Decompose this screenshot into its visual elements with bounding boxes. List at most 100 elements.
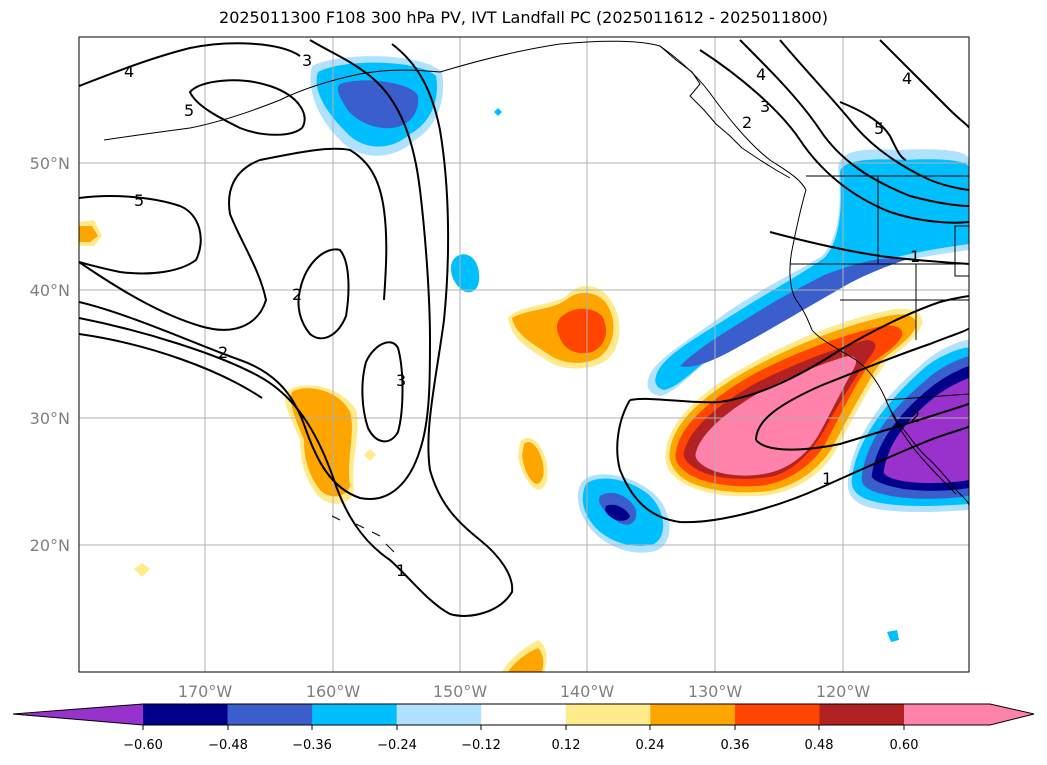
- colorbar-tick-label: −0.12: [461, 738, 501, 753]
- shade-blob-central-inner: [557, 308, 607, 354]
- coast-baja: [885, 399, 957, 495]
- contour-label: 1: [910, 247, 920, 266]
- contour-4-west: [79, 147, 388, 331]
- map-panel: 4 5 3 5 2 2 3 1 4 3 2 5 4 1 1 2: [79, 37, 969, 672]
- lon-axis: 170°W 160°W 150°W 140°W 130°W 120°W: [178, 682, 871, 701]
- contour-1-ar-north: [629, 295, 969, 404]
- shade-se-purple: [883, 378, 969, 483]
- colorbar-cell: [819, 704, 905, 725]
- shade-blob-south-2-core: [508, 648, 544, 672]
- contour-label-layer: 4 5 3 5 2 2 3 1 4 3 2 5 4 1 1 2: [124, 51, 920, 580]
- lat-tick-label: 40°N: [30, 281, 70, 300]
- contour-4-ne: [779, 39, 969, 191]
- lon-tick-label: 140°W: [560, 682, 615, 701]
- colorbar-tick-label: −0.24: [377, 738, 417, 753]
- lat-tick-label: 30°N: [30, 409, 70, 428]
- contour-2-ne: [699, 49, 969, 224]
- coast-alaska-aleutians: [103, 69, 441, 141]
- colorbar-tick-label: 0.36: [721, 738, 750, 753]
- shade-speck-7: [887, 630, 899, 642]
- figure-title: 2025011300 F108 300 hPa PV, IVT Landfall…: [219, 8, 828, 27]
- shade-speck-2: [450, 254, 480, 293]
- contour-5-west: [79, 195, 202, 275]
- lon-tick-label: 130°W: [688, 682, 743, 701]
- colorbar-ticks: [142, 725, 905, 730]
- lon-tick-label: 160°W: [306, 682, 361, 701]
- contour-5-ne: [839, 101, 907, 161]
- colorbar-tick-label: 0.48: [805, 738, 834, 753]
- coast-bc-islands: [659, 45, 791, 179]
- colorbar-cell: [143, 704, 229, 725]
- pv-contours: [79, 39, 969, 617]
- colorbar-cell: [481, 704, 567, 725]
- colorbar-tick-label: 0.12: [552, 738, 581, 753]
- contour-label: 2: [742, 113, 752, 132]
- colorbar-cell: [565, 704, 651, 725]
- contour-label: 2: [292, 285, 302, 304]
- coast-alaska-panhandle: [439, 40, 807, 191]
- lon-tick-label: 170°W: [178, 682, 233, 701]
- contour-label: 5: [184, 101, 194, 120]
- colorbar-cell: [734, 704, 820, 725]
- lat-tick-label: 20°N: [30, 536, 70, 555]
- contour-1-ne: [769, 231, 969, 265]
- contour-2-ar-south: [755, 403, 969, 451]
- colorbar-extend-low: [13, 704, 143, 725]
- contour-3-loop: [361, 341, 404, 443]
- lat-tick-label: 50°N: [30, 154, 70, 173]
- colorbar-tick-label: −0.36: [292, 738, 332, 753]
- colorbar-cell: [396, 704, 482, 725]
- contour-label: 3: [760, 97, 770, 116]
- coast-hawaii: [331, 515, 395, 553]
- shade-blob-west-orange-core: [290, 388, 352, 497]
- contour-label: 5: [134, 191, 144, 210]
- colorbar-cell: [312, 704, 398, 725]
- contour-label: 4: [756, 65, 766, 84]
- map-frame: [78, 36, 970, 673]
- contour-label: 2: [910, 407, 920, 426]
- contour-label: 2: [218, 343, 228, 362]
- shade-blob-gulf-alaska-inner: [337, 80, 419, 129]
- contour-label: 3: [302, 51, 312, 70]
- colorbar-cells: [13, 704, 1034, 725]
- coast-west-north-america: [789, 189, 969, 507]
- colorbar-tick-label: −0.48: [208, 738, 248, 753]
- shade-speck-4: [79, 226, 98, 242]
- contour-4-north: [79, 42, 301, 87]
- contour-label: 1: [396, 561, 406, 580]
- shade-ar-pink: [695, 356, 857, 476]
- colorbar-cell: [650, 704, 736, 725]
- lon-tick-label: 150°W: [433, 682, 488, 701]
- colorbar: −0.60 −0.48 −0.36 −0.24 −0.12 0.12 0.24 …: [12, 703, 1035, 753]
- contour-2-ar: [755, 327, 969, 441]
- contour-3-ne: [739, 39, 969, 207]
- shade-speck-6: [364, 449, 376, 461]
- colorbar-extend-high: [904, 704, 1034, 725]
- contour-label: 4: [902, 69, 912, 88]
- lat-axis: 50°N 40°N 30°N 20°N: [30, 154, 70, 555]
- contour-2-loop: [297, 248, 350, 340]
- border-us-mexico: [885, 393, 969, 401]
- contour-label: 3: [396, 371, 406, 390]
- colorbar-tick-label: 0.60: [890, 738, 919, 753]
- contour-4-ne-top: [879, 39, 969, 129]
- contour-2-west: [79, 39, 432, 500]
- colorbar-tick-label: 0.24: [636, 738, 665, 753]
- shade-speck-5: [134, 563, 150, 577]
- colorbar-tick-label: −0.60: [123, 738, 163, 753]
- coastlines: [103, 40, 969, 553]
- contour-1-west: [79, 43, 514, 617]
- contour-1-ar: [616, 399, 969, 524]
- lon-tick-label: 120°W: [816, 682, 871, 701]
- contour-label: 4: [124, 62, 134, 81]
- graticule: [79, 37, 969, 672]
- inset-box: [954, 225, 969, 277]
- contour-label: 1: [822, 469, 832, 488]
- contour-1-west-b: [79, 333, 263, 399]
- shade-speck-1: [494, 108, 502, 116]
- colorbar-cell: [227, 704, 313, 725]
- shade-blob-south-1-core: [522, 441, 544, 484]
- contour-label: 5: [874, 119, 884, 138]
- shade-blob-se-navy: [605, 504, 630, 521]
